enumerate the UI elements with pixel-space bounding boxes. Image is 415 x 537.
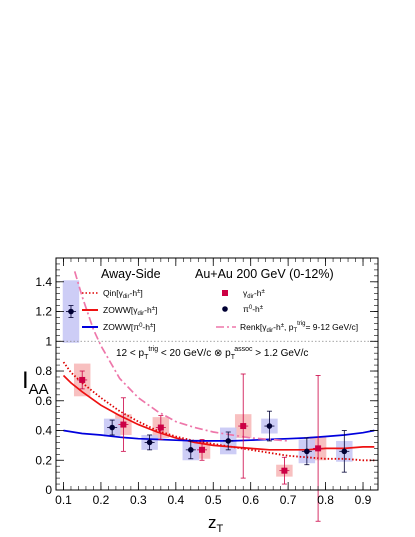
legend-renk-label: Renk[γdir-h±, pTtrig= 9-12 GeV/c] (240, 321, 358, 334)
legend-zoww-pi0-label: ZOWW[π0-h±] (103, 322, 156, 332)
x-tick-label: 0.9 (355, 493, 372, 507)
legend-qin-label: Qin[γdir-h±] (103, 288, 143, 300)
x-axis-title: zT (208, 513, 224, 535)
x-tick-label: 0.5 (205, 493, 222, 507)
x-tick-label: 0.8 (317, 493, 334, 507)
legend-gamma-label: γdir-h± (243, 288, 265, 300)
pi0-marker (225, 438, 232, 444)
y-tick-label: 0 (45, 483, 52, 497)
y-tick-label: 1.2 (35, 305, 52, 319)
theory-curves (62, 271, 375, 462)
y-tick-label: 0.4 (35, 424, 52, 438)
x-tick-label: 0.1 (55, 493, 72, 507)
y-axis-title: IAA (22, 367, 49, 398)
qin-curve (62, 361, 375, 462)
y-tick-label: 1 (45, 334, 52, 348)
y-tick-label: 0.2 (35, 453, 52, 467)
pi0-marker (341, 448, 348, 455)
system-label: Au+Au 200 GeV (0-12%) (195, 267, 334, 281)
pi0-marker (266, 423, 273, 429)
gamma-marker (79, 376, 86, 383)
pi0-marker (187, 447, 194, 453)
gamma-marker (240, 423, 247, 430)
pi0-marker (109, 424, 115, 431)
legend-gamma-marker (222, 290, 228, 296)
x-tick-label: 0.4 (167, 493, 184, 507)
plot-frame (55, 257, 379, 491)
away-side-label: Away-Side (101, 267, 161, 281)
pi0-marker (68, 308, 74, 315)
x-axis-label-sub: T (217, 523, 224, 535)
gamma-marker (199, 446, 206, 453)
gamma-marker (281, 467, 288, 474)
cut-label: 12 < pTtrig < 20 GeV/c ⊗ pTassoc > 1.2 G… (116, 346, 308, 361)
x-axis-label: z (208, 513, 217, 532)
y-tick-label: 0.8 (35, 364, 52, 378)
y-axis-label-sub: AA (29, 381, 49, 398)
zoww-gamma-curve (62, 374, 375, 451)
legend-pi0-label: π0-h± (243, 304, 264, 314)
data-markers (68, 308, 348, 474)
legend-pi0-marker (222, 306, 228, 312)
y-tick-label: 1.4 (35, 275, 52, 289)
x-tick-label: 0.2 (93, 493, 110, 507)
pi0-marker (146, 439, 153, 446)
x-tick-label: 0.7 (280, 493, 297, 507)
y-axis-label: I (22, 367, 29, 394)
legend-zoww-gamma-label: ZOWW[γdir-h±] (103, 305, 157, 317)
renk-curve (73, 271, 289, 442)
y-tick-label: 0.6 (35, 394, 52, 408)
pi0-marker (304, 448, 310, 455)
legend: Qin[γdir-h±] ZOWW[γdir-h±] ZOWW[π0-h±] γ… (82, 288, 358, 334)
x-tick-label: 0.6 (242, 493, 259, 507)
gamma-marker (120, 421, 127, 428)
axes: 0.1 0.2 0.3 0.4 0.5 0.6 0.7 0.8 0.9 0 0.2 0.4 0.6 0.8… (35, 258, 378, 507)
zoww-pi0-curve (63, 429, 375, 442)
gamma-marker (157, 424, 164, 431)
x-tick-label: 0.3 (130, 493, 147, 507)
gamma-marker (315, 445, 322, 452)
